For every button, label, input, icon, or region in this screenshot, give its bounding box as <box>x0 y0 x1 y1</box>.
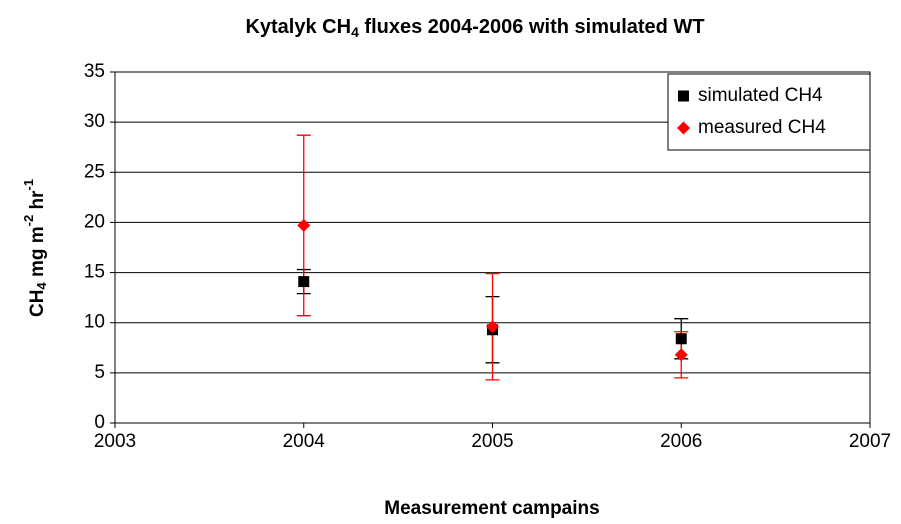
legend-marker <box>677 121 690 135</box>
plot-border <box>114 71 871 424</box>
x-axis-label: Measurement campains <box>384 498 599 519</box>
label-part: CH <box>27 290 48 317</box>
x-tick-label: 2003 <box>94 431 136 452</box>
title-part: fluxes 2004-2006 with simulated WT <box>359 16 705 38</box>
y-tick-label: 10 <box>84 312 105 333</box>
label-part: 4 <box>34 282 49 290</box>
label-part: -2 <box>21 215 36 227</box>
x-tick-label: 2007 <box>849 431 891 452</box>
y-axis-label: CH4 mg m-2 hr-1 <box>21 179 49 317</box>
point <box>675 333 687 345</box>
point <box>298 276 310 288</box>
y-tick-label: 0 <box>94 412 105 433</box>
y-tick-label: 25 <box>84 161 105 182</box>
x-tick-label: 2006 <box>660 431 702 452</box>
legend-label: simulated CH4 <box>698 85 823 106</box>
point <box>674 348 688 362</box>
y-tick-label: 5 <box>94 362 105 383</box>
point <box>486 320 499 334</box>
label-part: mg m <box>27 226 48 282</box>
chart-title: Kytalyk CH4 fluxes 2004-2006 with simula… <box>245 16 704 39</box>
label-part: hr <box>27 190 48 215</box>
label-part: -1 <box>21 179 36 191</box>
y-tick-label: 20 <box>84 211 105 232</box>
legend-box <box>667 73 871 151</box>
point <box>297 218 311 232</box>
x-tick-label: 2004 <box>283 431 326 452</box>
y-tick-label: 35 <box>84 61 105 82</box>
title-part: 4 <box>351 24 359 40</box>
legend-marker <box>678 90 689 102</box>
x-tick-label: 2005 <box>471 431 513 452</box>
legend-label: measured CH4 <box>698 117 826 138</box>
y-tick-label: 30 <box>84 111 105 132</box>
title-part: Kytalyk CH <box>245 16 351 38</box>
y-tick-label: 15 <box>84 262 105 283</box>
